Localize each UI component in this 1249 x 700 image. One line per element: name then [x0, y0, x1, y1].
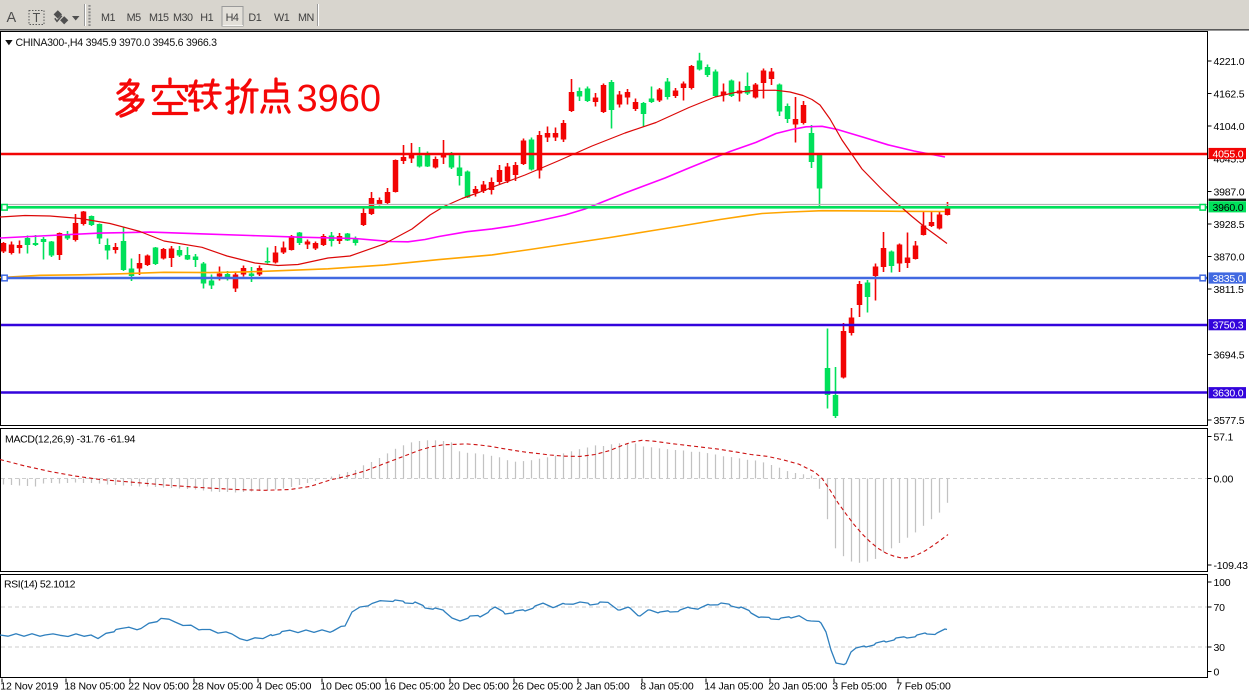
svg-text:3630.0: 3630.0: [1213, 388, 1244, 400]
svg-text:3870.0: 3870.0: [1214, 252, 1245, 264]
svg-text:30: 30: [1214, 642, 1226, 654]
svg-text:4 Dec 05:00: 4 Dec 05:00: [256, 681, 311, 693]
svg-text:3960.0: 3960.0: [1213, 202, 1244, 214]
svg-text:RSI(14) 52.1012: RSI(14) 52.1012: [4, 579, 76, 591]
svg-text:3928.5: 3928.5: [1214, 219, 1245, 231]
svg-text:MACD(12,26,9) -31.76 -61.94: MACD(12,26,9) -31.76 -61.94: [5, 434, 136, 446]
svg-text:26 Dec 05:00: 26 Dec 05:00: [512, 681, 573, 693]
svg-text:14 Jan 05:00: 14 Jan 05:00: [704, 681, 763, 693]
svg-text:D1: D1: [248, 12, 261, 24]
svg-text:A: A: [7, 10, 17, 26]
svg-text:M15: M15: [149, 12, 169, 24]
svg-text:8 Jan 05:00: 8 Jan 05:00: [640, 681, 694, 693]
svg-text:M30: M30: [173, 12, 193, 24]
svg-text:22 Nov 05:00: 22 Nov 05:00: [128, 681, 189, 693]
svg-text:4055.0: 4055.0: [1213, 149, 1244, 161]
svg-text:4104.0: 4104.0: [1214, 121, 1245, 133]
svg-text:3694.5: 3694.5: [1214, 350, 1245, 362]
svg-text:3835.0: 3835.0: [1213, 273, 1244, 285]
svg-text:20 Jan 05:00: 20 Jan 05:00: [768, 681, 827, 693]
svg-text:4162.5: 4162.5: [1214, 89, 1245, 101]
svg-text:W1: W1: [274, 12, 290, 24]
svg-text:3750.3: 3750.3: [1213, 320, 1244, 332]
svg-text:3987.0: 3987.0: [1214, 187, 1245, 199]
svg-text:0.00: 0.00: [1214, 474, 1234, 486]
svg-text:M5: M5: [127, 12, 141, 24]
svg-text:7 Feb 05:00: 7 Feb 05:00: [896, 681, 951, 693]
svg-text:H4: H4: [226, 12, 239, 24]
svg-text:57.1: 57.1: [1214, 432, 1234, 444]
svg-text:CHINA300-,H4 3945.9 3970.0 39: CHINA300-,H4 3945.9 3970.0 3945.6 3966.3: [16, 37, 218, 49]
svg-text:4221.0: 4221.0: [1214, 56, 1245, 68]
svg-text:3960: 3960: [297, 78, 382, 120]
svg-text:10 Dec 05:00: 10 Dec 05:00: [320, 681, 381, 693]
svg-text:20 Dec 05:00: 20 Dec 05:00: [448, 681, 509, 693]
svg-text:28 Nov 05:00: 28 Nov 05:00: [192, 681, 253, 693]
svg-text:16 Dec 05:00: 16 Dec 05:00: [384, 681, 445, 693]
svg-text:18 Nov 05:00: 18 Nov 05:00: [64, 681, 125, 693]
svg-text:100: 100: [1214, 577, 1231, 589]
svg-text:T: T: [33, 11, 41, 25]
svg-text:2 Jan 05:00: 2 Jan 05:00: [576, 681, 630, 693]
svg-text:3811.5: 3811.5: [1214, 284, 1244, 296]
svg-text:3577.5: 3577.5: [1214, 415, 1245, 427]
svg-text:3 Feb 05:00: 3 Feb 05:00: [832, 681, 887, 693]
svg-text:-109.43: -109.43: [1214, 560, 1249, 572]
svg-text:H1: H1: [200, 12, 213, 24]
svg-text:12 Nov 2019: 12 Nov 2019: [0, 681, 58, 693]
svg-text:M1: M1: [101, 12, 115, 24]
svg-text:0: 0: [1214, 667, 1220, 679]
svg-text:MN: MN: [298, 12, 314, 24]
svg-text:70: 70: [1214, 602, 1226, 614]
